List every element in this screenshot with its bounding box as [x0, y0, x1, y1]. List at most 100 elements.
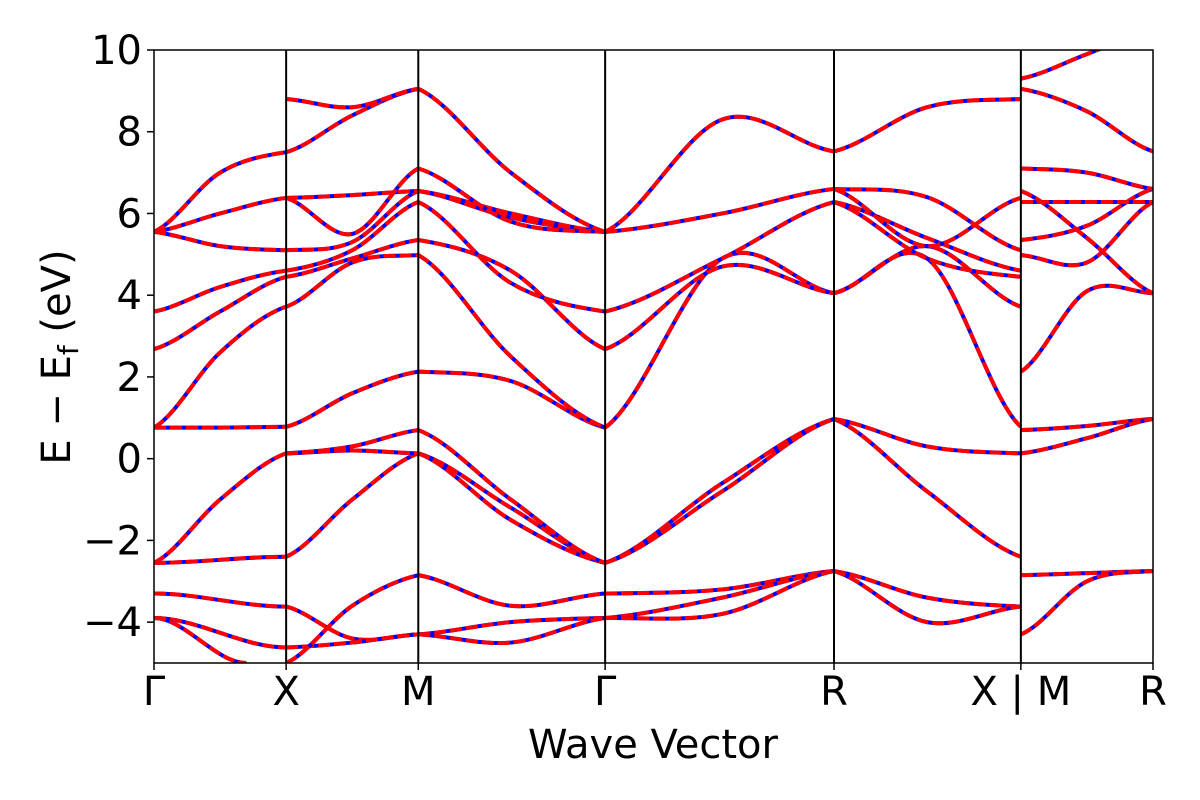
band-line-45-blue [604, 200, 835, 314]
band-line-37-red [417, 87, 606, 234]
band-line-23-red [286, 86, 419, 110]
band-line-28-red [417, 451, 606, 565]
band-line-20-red [286, 188, 419, 200]
band-line-9-red [154, 591, 287, 609]
band-line-1-red [154, 451, 287, 565]
y-tick-label-0: −4 [83, 600, 142, 646]
band-line-68-red [1020, 187, 1153, 243]
band-lines [154, 50, 1153, 663]
band-line-30-red [418, 369, 606, 430]
band-line-66-red [1019, 283, 1153, 374]
high-symmetry-lines [285, 50, 1022, 663]
y-axis-label-unit: (eV) [34, 249, 80, 345]
band-line-4-red [154, 274, 287, 352]
band-line-67-red [1020, 200, 1153, 268]
band-line-35-red [418, 189, 606, 234]
band-line-52-red [833, 417, 1021, 456]
band-line-33-red [417, 200, 606, 314]
band-line-73-red [1020, 50, 1103, 81]
y-tick-label-4: 4 [117, 273, 142, 319]
band-line-2-red [154, 424, 287, 430]
band-line-17-red [285, 238, 419, 279]
band-line-5-red [154, 268, 287, 314]
band-line-32-blue [417, 238, 606, 351]
band-line-31-red [417, 253, 606, 430]
band-line-64-red [1020, 417, 1153, 433]
y-tick-label-1: −2 [83, 518, 142, 564]
band-line-16-blue [285, 253, 419, 309]
band-line-40-red [418, 616, 606, 646]
band-line-46-red [604, 186, 835, 234]
x-axis-label: Wave Vector [528, 722, 779, 768]
y-tick-label-5: 6 [117, 191, 142, 237]
band-line-41-red [604, 417, 835, 565]
band-line-38-red [417, 573, 606, 609]
band-line-26-red [285, 573, 419, 663]
band-line-65-red [1020, 417, 1153, 456]
band-line-35-blue [418, 189, 606, 234]
y-axis-label-sub: f [52, 344, 85, 355]
y-axis-label: E − Ef (eV) [34, 249, 85, 464]
band-line-58-red [833, 186, 1022, 253]
band-line-19-red [286, 189, 420, 253]
band-line-42-red [604, 417, 835, 565]
band-line-7-red [154, 195, 287, 234]
band-line-38-blue [417, 573, 606, 609]
band-line-56-red [833, 200, 1022, 273]
band-line-45-red [604, 200, 835, 314]
band-line-10-red [154, 616, 287, 650]
band-line-61-red [833, 569, 1022, 626]
band-line-32-red [417, 238, 606, 351]
y-axis-ticks: −4 −2 0 2 4 6 8 10 [83, 28, 154, 646]
y-axis-label-main: E − E [34, 355, 80, 465]
x-tick-label-2: M [401, 669, 436, 715]
x-tick-label-5: X | M [970, 669, 1071, 715]
band-line-18-red [285, 200, 420, 273]
band-line-51-blue [833, 417, 1022, 559]
band-line-30-blue [418, 369, 606, 430]
band-line-14-red [286, 428, 419, 456]
y-tick-label-3: 2 [117, 355, 142, 401]
band-line-36-red [417, 166, 606, 234]
band-line-57-red [833, 187, 1022, 249]
band-line-59-red [833, 97, 1021, 154]
band-line-44-red [604, 263, 835, 352]
band-line-51-red [833, 417, 1022, 559]
band-line-70-red [1020, 189, 1153, 296]
band-line-47-red [604, 114, 835, 234]
band-line-55-blue [833, 200, 1022, 279]
band-line-70-blue [1020, 189, 1153, 296]
band-line-16-red [285, 253, 419, 309]
band-line-29-blue [417, 428, 606, 565]
band-line-3-red [154, 304, 287, 430]
band-line-23-blue [286, 86, 419, 110]
band-line-60-blue [833, 569, 1021, 609]
x-axis-ticks: Γ X M Γ R X | M R [143, 663, 1167, 715]
band-line-12-red [285, 451, 419, 559]
band-line-15-red [285, 369, 419, 429]
x-tick-label-0: Γ [143, 669, 166, 715]
band-line-29-red [417, 428, 606, 565]
plot-frame [153, 49, 1154, 664]
band-line-0-red [154, 554, 287, 565]
x-tick-label-4: R [820, 669, 848, 715]
band-line-50-red [605, 569, 835, 621]
band-line-6-red [154, 229, 287, 253]
band-line-11-red [154, 616, 247, 663]
y-tick-label-2: 0 [117, 437, 142, 483]
x-tick-label-6: R [1139, 669, 1167, 715]
band-line-71-red [1020, 166, 1153, 191]
band-line-21-red [285, 166, 420, 237]
band-line-67-blue [1020, 200, 1153, 268]
band-line-58-blue [833, 186, 1022, 253]
band-line-63-red [1020, 569, 1153, 637]
band-line-39-red [418, 616, 606, 637]
band-line-25-red [286, 632, 419, 650]
band-line-22-red [285, 86, 419, 155]
band-line-66-blue [1019, 283, 1153, 374]
band-line-49-red [604, 569, 835, 621]
y-tick-label-7: 10 [91, 28, 142, 74]
band-line-43-red [603, 250, 835, 430]
x-tick-label-1: X [272, 669, 299, 715]
